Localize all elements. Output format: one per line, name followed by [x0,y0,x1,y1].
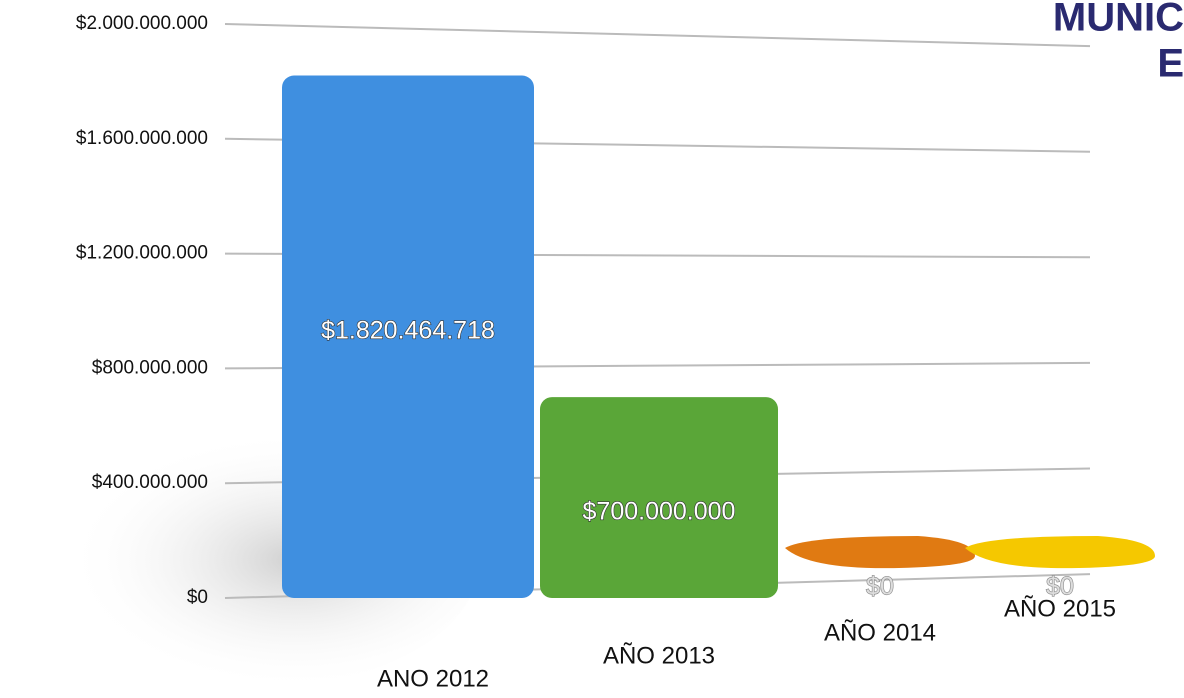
bar-base [965,536,1155,569]
grid-line [224,23,1091,48]
y-tick-label: $0 [187,587,208,608]
bar [540,397,778,598]
x-tick-label: AÑO 2013 [603,642,715,669]
x-tick-label: AÑO 2015 [1004,595,1116,622]
bar [282,75,534,599]
y-tick-label: $1.200.000.000 [76,243,208,264]
value-label: $700.000.000 [583,498,736,526]
bar-base [785,536,975,569]
y-tick-label: $2.000.000.000 [76,13,208,34]
y-tick-label: $400.000.000 [92,472,208,493]
y-tick-label: $1.600.000.000 [76,128,208,149]
title-line: MUNIC [1053,0,1184,40]
title-line: E [1157,42,1184,86]
x-tick-label: AÑO 2014 [824,619,936,646]
y-tick-label: $800.000.000 [92,357,208,378]
value-label: $0 [1046,573,1074,601]
x-tick-label: ANO 2012 [377,665,489,692]
value-label: $1.820.464.718 [321,316,495,344]
value-label: $0 [866,573,894,601]
